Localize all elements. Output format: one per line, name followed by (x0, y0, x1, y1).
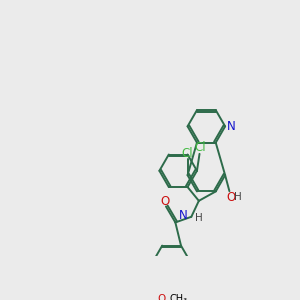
Text: O: O (226, 190, 236, 204)
Text: CH₃: CH₃ (169, 294, 187, 300)
Text: Cl: Cl (195, 141, 206, 154)
Text: N: N (179, 209, 188, 222)
Text: O: O (157, 294, 166, 300)
Text: O: O (160, 195, 170, 208)
Text: H: H (195, 213, 203, 223)
Text: N: N (227, 120, 236, 133)
Text: H: H (234, 192, 242, 202)
Text: Cl: Cl (182, 147, 194, 160)
